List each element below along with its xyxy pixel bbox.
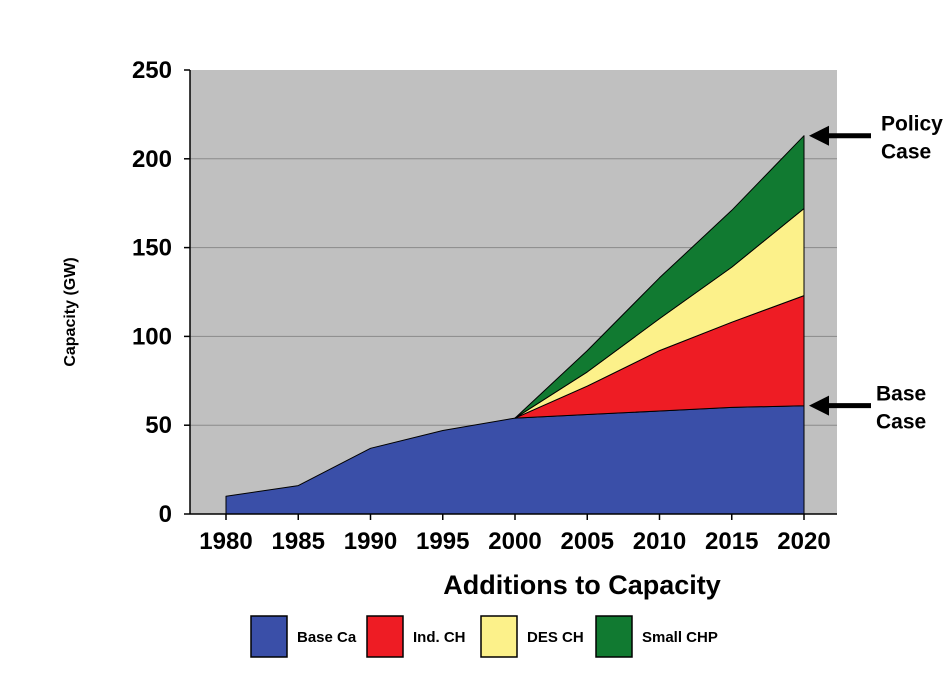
area-small-chp bbox=[514, 135, 805, 419]
x-tick-label: 2020 bbox=[777, 528, 830, 555]
annotation-arrow-head bbox=[809, 125, 829, 146]
x-tick-label: 1980 bbox=[199, 528, 252, 555]
annotation-arrow-head bbox=[809, 395, 829, 416]
y-tick-label: 100 bbox=[132, 323, 172, 350]
y-tick-label: 0 bbox=[159, 501, 172, 528]
x-tick-label: 2015 bbox=[705, 528, 758, 555]
x-tick-label: 2000 bbox=[488, 528, 541, 555]
area-series bbox=[225, 135, 805, 515]
y-tick-label: 50 bbox=[145, 412, 172, 439]
x-tick-label: 2010 bbox=[633, 528, 686, 555]
annotation-text: Base bbox=[876, 383, 926, 406]
x-tick-labels: 1980 1985 1990 1995 2000 2005 2010 2015 2020 bbox=[199, 528, 830, 555]
axes bbox=[184, 69, 837, 520]
y-tick-label: 250 bbox=[132, 57, 172, 84]
y-tick-label: 200 bbox=[132, 146, 172, 173]
legend-swatch bbox=[595, 615, 633, 658]
x-axis-label: Additions to Capacity bbox=[443, 570, 721, 600]
x-tick-label: 1985 bbox=[272, 528, 325, 555]
x-tick-label: 2005 bbox=[561, 528, 614, 555]
legend-swatch bbox=[480, 615, 518, 658]
legend-label: DES CH bbox=[527, 629, 584, 646]
annotations: Policy Case Base Case bbox=[809, 113, 943, 434]
legend-label: Ind. CH bbox=[413, 629, 466, 646]
legend-swatch bbox=[366, 615, 404, 658]
y-tick-labels: 0 50 100 150 200 250 bbox=[132, 57, 172, 528]
legend-swatch bbox=[250, 615, 288, 658]
legend: Base Ca Ind. CH DES CH Small CHP bbox=[250, 615, 718, 658]
y-tick-label: 150 bbox=[132, 235, 172, 262]
legend-label: Small CHP bbox=[642, 629, 718, 646]
legend-label: Base Ca bbox=[297, 629, 357, 646]
y-axis-label: Capacity (GW) bbox=[62, 257, 79, 366]
annotation-text: Case bbox=[881, 141, 931, 164]
annotation-text: Case bbox=[876, 411, 926, 434]
x-tick-label: 1995 bbox=[416, 528, 469, 555]
x-tick-label: 1990 bbox=[344, 528, 397, 555]
annotation-text: Policy bbox=[881, 113, 943, 136]
